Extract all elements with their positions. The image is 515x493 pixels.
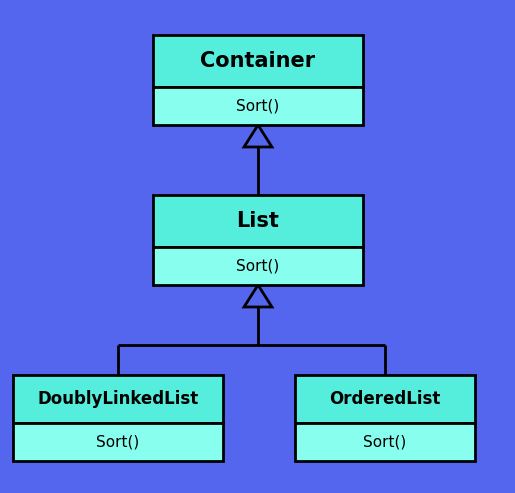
Bar — [153, 195, 363, 247]
Text: Sort(): Sort() — [236, 99, 280, 113]
Bar — [153, 35, 363, 87]
Polygon shape — [244, 285, 272, 307]
Text: Container: Container — [200, 51, 316, 71]
Text: Sort(): Sort() — [236, 258, 280, 274]
Bar — [153, 87, 363, 125]
Bar — [13, 423, 223, 461]
Text: Sort(): Sort() — [96, 434, 140, 450]
Text: Sort(): Sort() — [364, 434, 407, 450]
Bar — [295, 375, 475, 423]
Bar — [295, 423, 475, 461]
Text: OrderedList: OrderedList — [329, 390, 441, 408]
Bar — [13, 375, 223, 423]
Polygon shape — [244, 125, 272, 147]
Bar — [153, 247, 363, 285]
Text: List: List — [236, 211, 280, 231]
Text: DoublyLinkedList: DoublyLinkedList — [38, 390, 199, 408]
